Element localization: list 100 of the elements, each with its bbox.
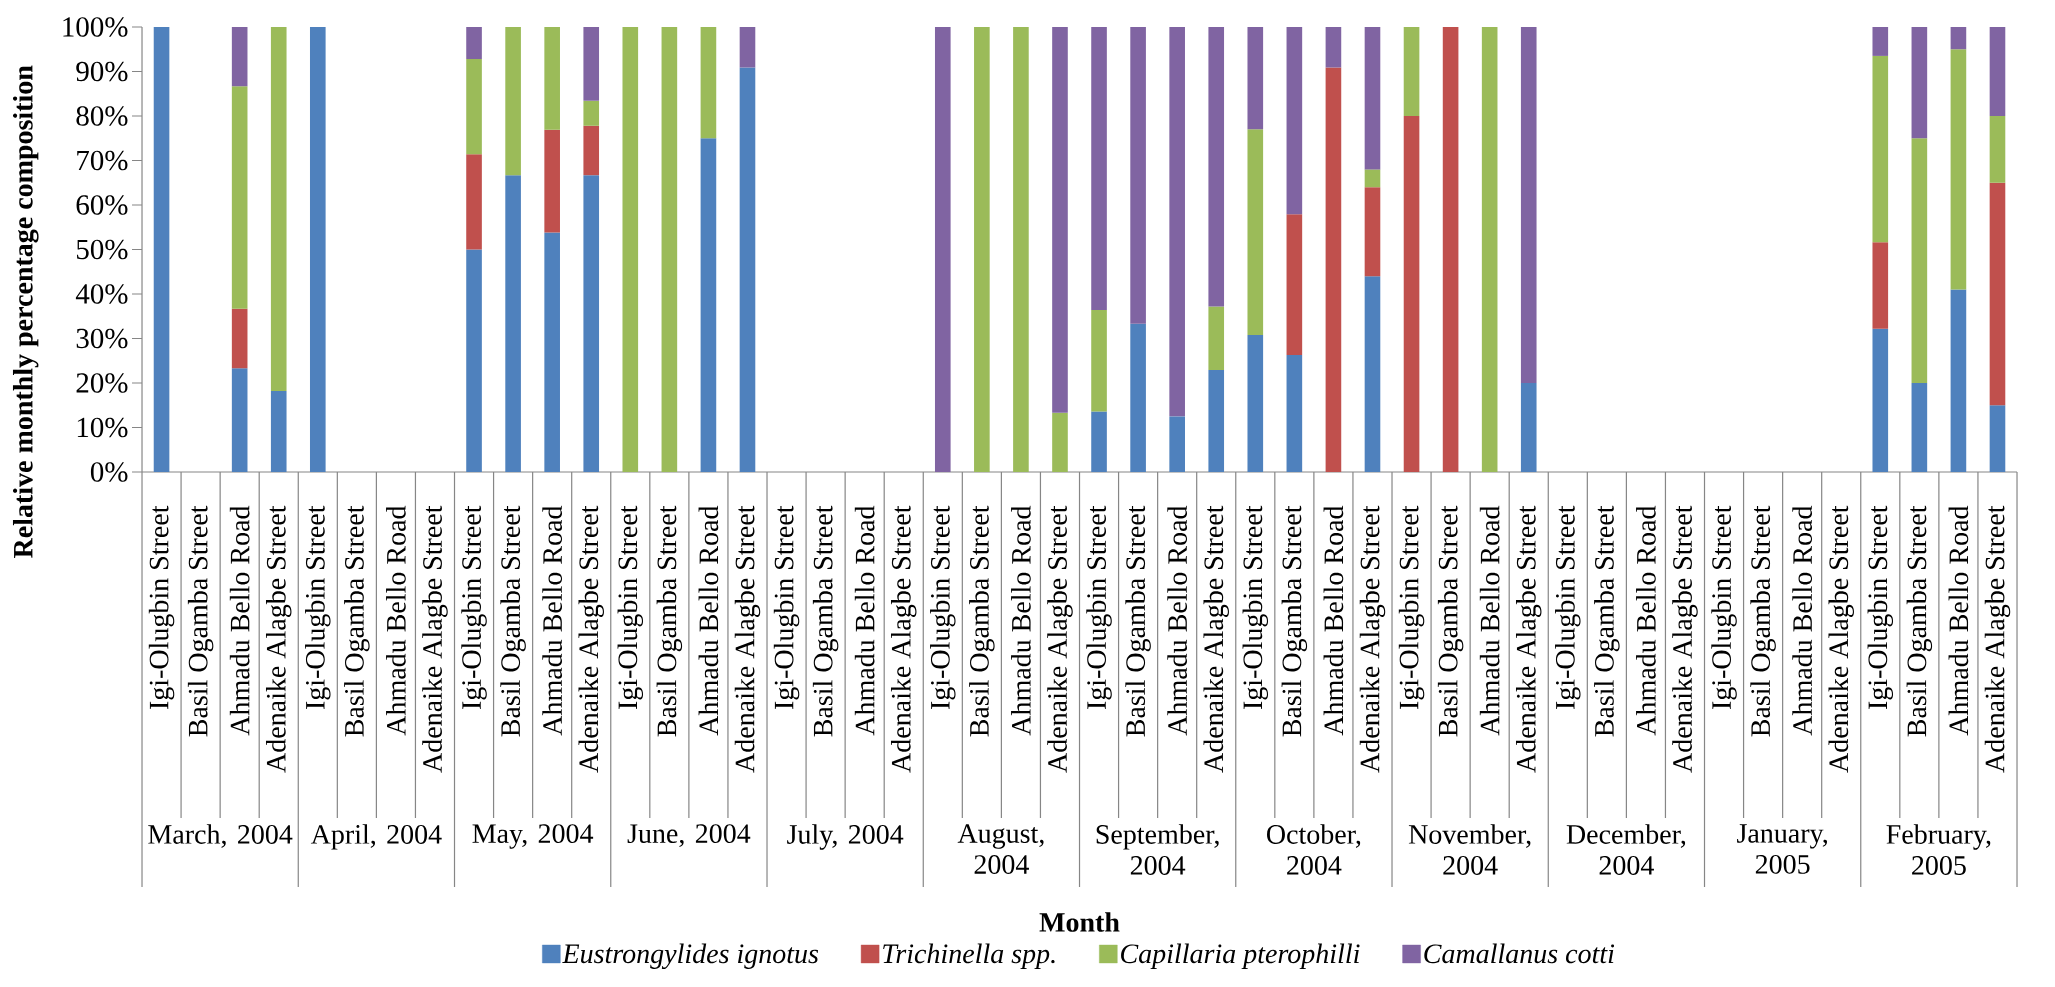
text: August, 2004 xyxy=(957,824,1044,874)
bar xyxy=(1989,26,2006,116)
bar xyxy=(934,26,951,472)
bar xyxy=(700,26,717,139)
bar xyxy=(583,125,600,176)
text: November, 2004 xyxy=(1408,824,1531,875)
text: September, 2004 xyxy=(1096,824,1219,875)
bar xyxy=(1872,55,1889,243)
bar xyxy=(1052,26,1068,413)
x-tick-label: Basil Ogamba Street xyxy=(656,505,683,737)
bar xyxy=(583,26,600,101)
x-tick-label: Basil Ogamba Street xyxy=(1594,505,1620,737)
bar xyxy=(1911,26,1928,139)
x-tick-label: Adenaike Alagbe Street xyxy=(1828,505,1854,773)
x-tick-label: Ahmadu Bello Road xyxy=(1948,505,1969,736)
bar xyxy=(739,67,756,472)
bar xyxy=(1403,26,1420,116)
x-tick-label: Igi-Olugbin Street xyxy=(773,505,800,710)
bar xyxy=(1872,328,1889,472)
bar xyxy=(1911,138,1928,383)
bar xyxy=(1091,310,1107,412)
x-tick-label: Ahmadu Bello Road xyxy=(1479,505,1500,736)
x-tick-label: Igi-Olugbin Street xyxy=(305,505,331,710)
x-tick-label: Adenaike Alagbe Street xyxy=(1672,505,1698,773)
bar xyxy=(661,26,678,472)
x-tick-label: Adenaike Alagbe Street xyxy=(265,505,292,773)
text: December, 2004 xyxy=(1566,824,1686,875)
bar xyxy=(1325,67,1342,472)
x-tick-label: Adenaike Alagbe Street xyxy=(1515,505,1542,773)
x-tick-label: Adenaike Alagbe Street xyxy=(890,505,917,773)
bar xyxy=(1247,129,1264,335)
bar xyxy=(1130,323,1146,472)
x-tick-label: Igi-Olugbin Street xyxy=(930,505,956,710)
bar xyxy=(505,175,521,472)
x-tick-label: Igi-Olugbin Street xyxy=(1086,505,1112,710)
x-tick-label: Igi-Olugbin Street xyxy=(1398,505,1425,710)
y-axis-title: Relative monthly percentage composition xyxy=(12,65,39,558)
bar xyxy=(1950,26,1967,50)
x-tick-label: Igi-Olugbin Street xyxy=(1555,505,1581,710)
y-tick-label: 60% xyxy=(76,195,128,215)
bar xyxy=(1286,354,1303,472)
y-tick-label: 80% xyxy=(76,106,128,126)
x-axis-title: Month xyxy=(1039,912,1120,932)
bar xyxy=(544,232,560,472)
bar xyxy=(231,86,248,309)
bar xyxy=(1247,334,1264,472)
x-tick-label: Basil Ogamba Street xyxy=(1906,505,1933,737)
text: April, 2004 xyxy=(310,824,442,850)
x-tick-label: Ahmadu Bello Road xyxy=(1323,505,1344,736)
bar xyxy=(1169,26,1185,417)
x-tick-label: Ahmadu Bello Road xyxy=(1011,505,1031,736)
x-tick-label: Basil Ogamba Street xyxy=(969,505,995,737)
y-tick-label: 10% xyxy=(77,417,128,438)
text: October, 2004 xyxy=(1267,824,1361,875)
bar xyxy=(270,26,287,391)
y-tick-label: 20% xyxy=(76,373,128,393)
x-tick-label: Igi-Olugbin Street xyxy=(461,505,487,710)
x-tick-label: Igi-Olugbin Street xyxy=(148,505,175,710)
bar xyxy=(153,26,170,472)
bar xyxy=(1208,370,1225,472)
x-tick-label: Ahmadu Bello Road xyxy=(229,505,250,736)
bar xyxy=(1013,26,1029,472)
bar xyxy=(1364,169,1381,188)
x-tick-label: Igi-Olugbin Street xyxy=(1867,505,1894,710)
bar xyxy=(505,26,521,176)
bar xyxy=(466,26,482,60)
bar xyxy=(1481,26,1498,472)
bar xyxy=(1364,26,1381,170)
text: February, 2005 xyxy=(1886,824,1991,875)
bar xyxy=(1989,182,2006,406)
y-tick-label: 40% xyxy=(75,284,128,304)
text: July, 2004 xyxy=(787,824,904,850)
bar xyxy=(1989,115,2006,183)
x-tick-label: Adenaike Alagbe Street xyxy=(734,505,761,773)
bar xyxy=(1950,289,1967,472)
y-tick-label: 50% xyxy=(77,239,128,260)
bar xyxy=(1520,382,1537,472)
x-tick-label: Adenaike Alagbe Street xyxy=(1203,505,1229,773)
bar xyxy=(622,26,639,472)
x-tick-label: Ahmadu Bello Road xyxy=(1636,505,1656,736)
x-tick-label: Basil Ogamba Street xyxy=(1437,505,1464,737)
bar xyxy=(1520,26,1537,383)
bar xyxy=(270,391,287,472)
y-tick-label: 30% xyxy=(76,328,128,349)
y-tick-label: 0% xyxy=(90,462,128,482)
text: May, 2004 xyxy=(472,824,594,849)
bar xyxy=(1208,306,1225,371)
bar xyxy=(1325,26,1342,68)
bar xyxy=(1911,382,1928,472)
bar xyxy=(466,59,482,155)
bar xyxy=(1286,214,1303,355)
bar xyxy=(231,26,248,87)
x-tick-label: Ahmadu Bello Road xyxy=(854,505,875,736)
bar xyxy=(1989,405,2006,472)
bar xyxy=(1364,276,1381,472)
legend-label: Camallanus cotti xyxy=(1424,943,1615,964)
bar xyxy=(700,138,717,472)
bar xyxy=(583,100,600,126)
bar xyxy=(1403,115,1420,472)
x-tick-label: Basil Ogamba Street xyxy=(1750,505,1776,737)
